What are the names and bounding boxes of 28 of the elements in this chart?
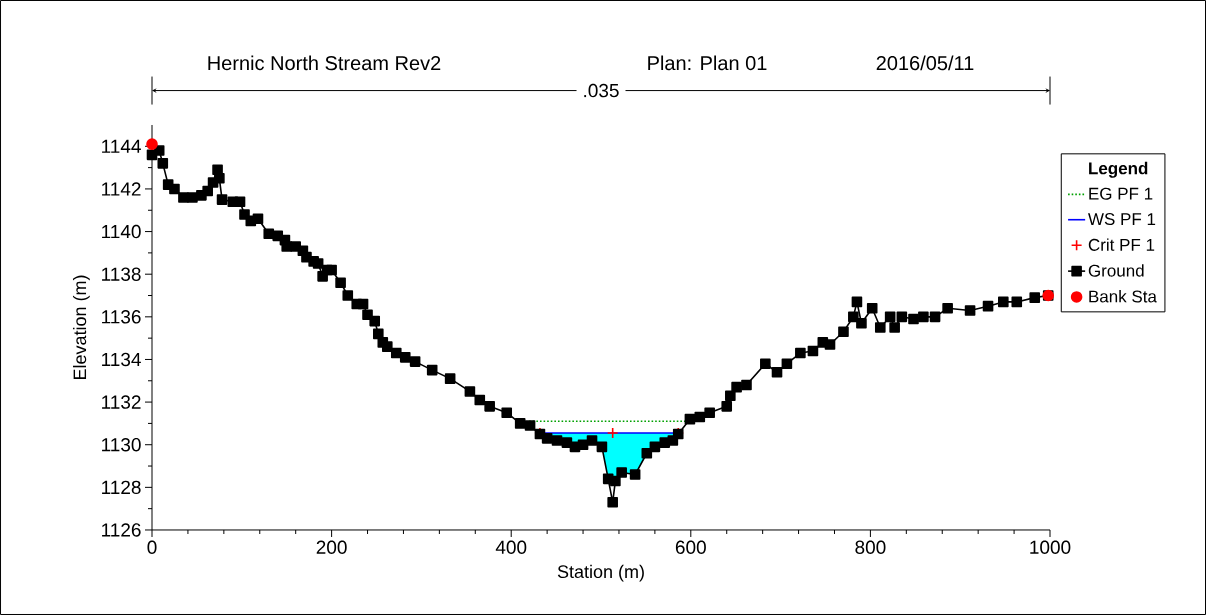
- legend-label: EG PF 1: [1089, 187, 1153, 200]
- y-tick-label: 1138: [102, 267, 141, 281]
- legend-label: Bank Sta: [1089, 290, 1157, 303]
- x-tick-label: 400: [495, 540, 527, 554]
- x-tick-label: 200: [316, 540, 347, 554]
- y-tick-label: 1136: [102, 310, 141, 324]
- y-tick-label: 1140: [102, 224, 141, 239]
- y-axis-title: Elevation (m): [72, 275, 90, 380]
- legend-label: Ground: [1088, 264, 1144, 277]
- chart-subtitle: Plan: Plan 01: [648, 55, 767, 71]
- x-tick-label: 600: [675, 540, 706, 554]
- chart-title: Hernic North Stream Rev2: [208, 55, 441, 71]
- legend-label: Crit PF 1: [1088, 238, 1155, 251]
- text: 2016/05/11: [876, 55, 974, 71]
- x-axis-title: Station (m): [557, 564, 644, 582]
- y-tick-label: 1134: [102, 352, 141, 367]
- x-tick-label: 0: [147, 540, 157, 554]
- x-tick-label: 1000: [1030, 540, 1071, 554]
- y-tick-label: 1132: [102, 395, 141, 409]
- legend-title: Legend: [1089, 161, 1148, 178]
- y-tick-label: 1128: [102, 480, 141, 495]
- text: .035: [584, 83, 619, 98]
- x-tick-label: 800: [855, 540, 886, 554]
- y-tick-label: 1142: [102, 182, 141, 196]
- y-tick-label: 1144: [102, 139, 141, 153]
- legend-label: WS PF 1: [1088, 213, 1156, 226]
- y-tick-label: 1130: [102, 438, 141, 452]
- y-tick-label: 1126: [102, 523, 141, 537]
